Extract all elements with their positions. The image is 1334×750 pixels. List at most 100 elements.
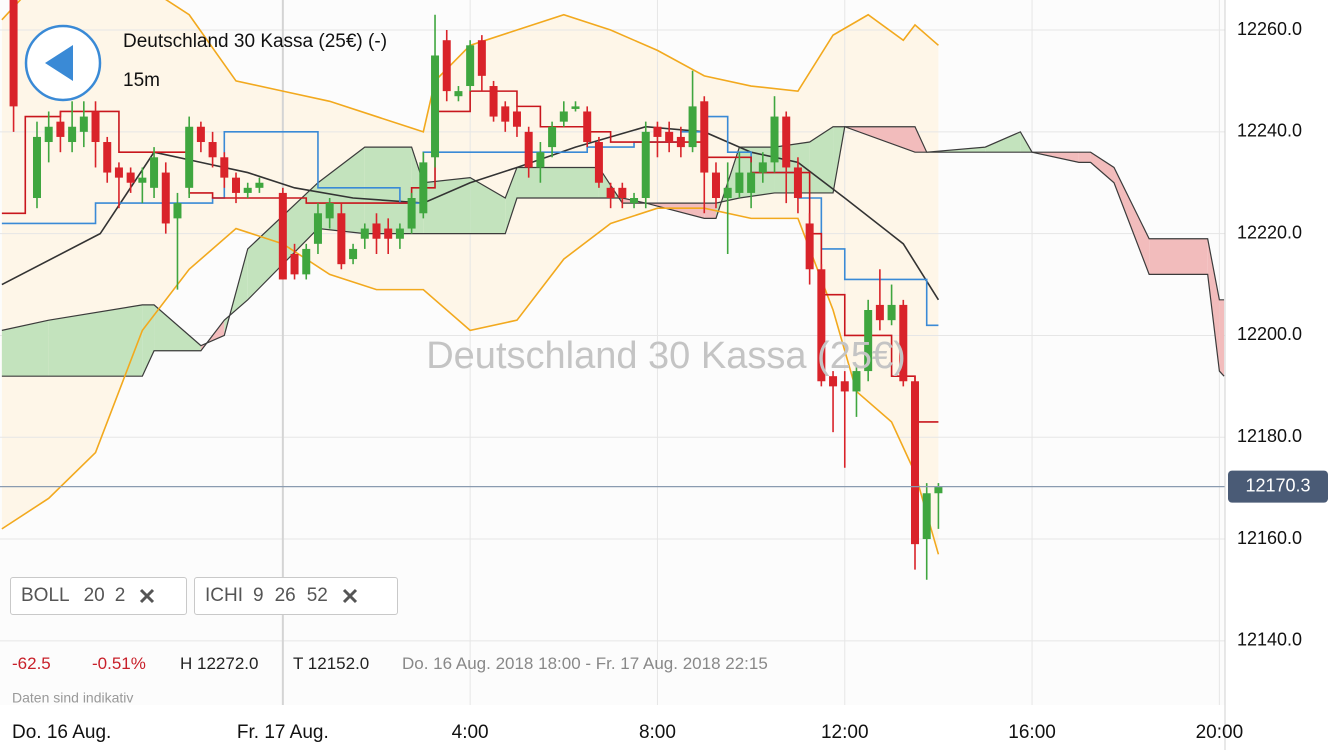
indicator-param: 2	[114, 585, 126, 606]
candle-body	[454, 91, 463, 97]
cloud-segment	[48, 304, 143, 377]
y-tick-label: 12160.0	[1237, 528, 1302, 548]
indicator-param: 52	[306, 585, 328, 606]
candle-body	[875, 304, 884, 321]
candle-body	[173, 203, 182, 219]
candle-body	[770, 116, 779, 163]
candle-body	[723, 187, 732, 199]
candle-body	[512, 111, 521, 127]
candle-body	[864, 309, 873, 372]
cloud-segment	[505, 167, 517, 234]
x-tick-label: 8:00	[639, 722, 676, 743]
candle-body	[594, 142, 603, 183]
candle-body	[747, 172, 756, 193]
title: Deutschland 30 Kassa (25€) (-)	[123, 31, 387, 52]
candle-body	[313, 213, 322, 244]
date-range: Do. 16 Aug. 2018 18:00 - Fr. 17 Aug. 201…	[402, 654, 768, 673]
cloud-segment	[154, 304, 201, 351]
candle-body	[126, 172, 135, 183]
candle-body	[887, 304, 896, 321]
candle-body	[349, 248, 358, 260]
y-tick-label: 12200.0	[1237, 324, 1302, 344]
candle-body	[91, 111, 100, 143]
remove-icon[interactable]	[342, 588, 358, 604]
date-label-bg	[0, 716, 140, 750]
indicator-param: 9	[253, 585, 264, 606]
candle-body	[559, 111, 568, 122]
candle-body	[782, 116, 791, 168]
candle-body	[384, 228, 393, 239]
candle-body	[395, 228, 404, 239]
interval: 15m	[123, 70, 160, 91]
indicator-chip[interactable]: BOLL 20 2	[10, 577, 187, 615]
candle-body	[466, 45, 475, 87]
candle-body	[232, 177, 241, 193]
indicator-param: 26	[274, 585, 296, 606]
cloud-segment	[1, 320, 49, 377]
cloud-segment	[423, 177, 471, 234]
candle-body	[606, 187, 615, 199]
candle-body	[431, 55, 440, 158]
cloud-segment	[1149, 238, 1208, 275]
candle-body	[138, 177, 147, 183]
plot	[0, 0, 1225, 705]
indicator-label: BOLL	[21, 585, 70, 606]
candle-body	[150, 157, 159, 188]
x-tick-label: 12:00	[821, 722, 869, 743]
back-icon	[45, 45, 73, 81]
indicator-chip[interactable]: ICHI 9 26 52	[194, 577, 398, 615]
cloud-segment	[142, 304, 155, 377]
candle-body	[68, 126, 77, 143]
candle-body	[641, 131, 650, 199]
candle-body	[44, 126, 53, 143]
candle-body	[676, 136, 685, 148]
candle-body	[325, 203, 334, 219]
cloud-segment	[1207, 238, 1220, 372]
current-price-box	[1228, 470, 1328, 503]
indicator-param: 20	[83, 585, 105, 606]
y-tick-label: 12260.0	[1237, 19, 1302, 39]
candle-body	[840, 381, 849, 392]
candle-body	[805, 223, 814, 270]
candle-body	[442, 40, 451, 92]
candle-body	[536, 152, 545, 168]
indicator-label: ICHI	[205, 585, 243, 606]
candle-body	[255, 182, 264, 188]
cloud-segment	[985, 131, 1021, 153]
candle-body	[114, 167, 123, 178]
candle-body	[161, 172, 170, 224]
low: T 12152.0	[293, 654, 370, 673]
candle-body	[290, 254, 299, 275]
candle-body	[829, 376, 838, 387]
y-tick-label: 12180.0	[1237, 426, 1302, 446]
candle-body	[103, 142, 112, 173]
x-tick-label: 20:00	[1196, 722, 1244, 743]
candle-body	[56, 121, 65, 137]
x-tick-label: Fr. 17 Aug.	[237, 722, 329, 743]
change: -62.5	[12, 654, 51, 673]
watermark: Deutschland 30 Kassa (25€)	[426, 335, 906, 377]
candle-body	[852, 371, 861, 392]
candle-body	[735, 172, 744, 193]
candle-body	[419, 162, 428, 214]
candle-body	[618, 187, 627, 199]
candle-body	[758, 162, 767, 173]
candle-body	[489, 86, 498, 117]
candle-body	[185, 126, 194, 188]
candle-body	[548, 126, 557, 148]
x-tick-label: 16:00	[1008, 722, 1056, 743]
candle-body	[79, 116, 88, 132]
candle-body	[653, 126, 662, 137]
cloud-segment	[1090, 152, 1115, 183]
candle-body	[243, 187, 252, 193]
candle-body	[196, 126, 205, 143]
start-date-label: Do. 16 Aug.	[12, 722, 111, 743]
bollinger-lower	[1, 207, 940, 555]
remove-icon[interactable]	[139, 588, 155, 604]
candle-body	[302, 248, 311, 275]
cloud-edge	[1, 126, 1225, 377]
candle-body	[360, 228, 369, 239]
candle-body	[337, 213, 346, 265]
candle-body	[524, 131, 533, 168]
